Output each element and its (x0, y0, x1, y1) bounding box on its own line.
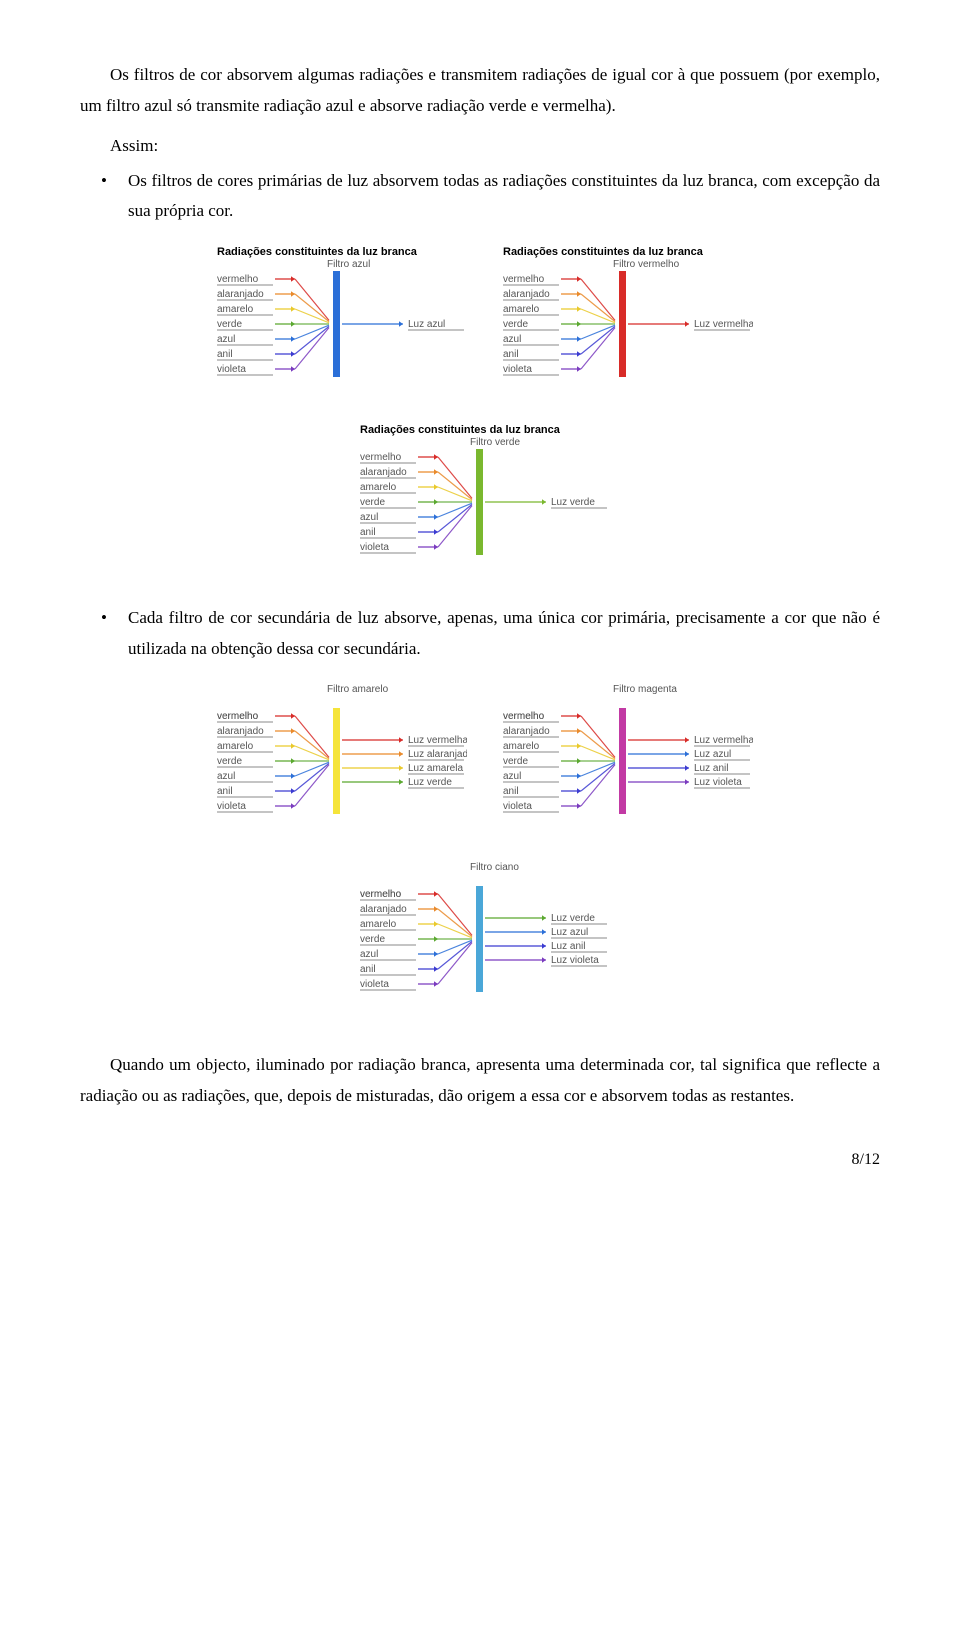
svg-text:Luz violeta: Luz violeta (551, 955, 599, 966)
svg-text:verde: verde (360, 934, 385, 945)
bullet1-text: Os filtros de cores primárias de luz abs… (128, 166, 880, 227)
svg-text:verde: verde (503, 319, 528, 330)
svg-text:vermelho: vermelho (217, 274, 259, 285)
bullet-icon: • (80, 603, 128, 634)
svg-text:Radiações constituintes da luz: Radiações constituintes da luz branca (503, 246, 704, 258)
svg-text:azul: azul (503, 334, 521, 345)
svg-text:vermelho: vermelho (360, 889, 402, 900)
assim-label: Assim: (80, 131, 880, 162)
svg-text:Filtro magenta: Filtro magenta (613, 684, 677, 695)
secondary-filter-diagrams: Filtro amarelo vermelho vermelho alaranjado… (80, 678, 880, 1026)
page-number: 8/12 (80, 1151, 880, 1169)
filter-diagram: Radiações constituintes da luz brancaFil… (350, 419, 610, 589)
svg-text:Luz azul: Luz azul (551, 927, 588, 938)
bullet-icon: • (80, 166, 128, 197)
svg-text:violeta: violeta (217, 801, 246, 812)
svg-text:Luz azul: Luz azul (694, 749, 731, 760)
filter-diagram: Filtro magentavermelhovermelhoalaranjado… (493, 678, 753, 848)
svg-text:Luz vermelha: Luz vermelha (694, 735, 753, 746)
svg-text:Luz anil: Luz anil (694, 763, 728, 774)
svg-text:alaranjado: alaranjado (217, 289, 264, 300)
svg-text:alaranjado: alaranjado (503, 289, 550, 300)
filter-diagram: Filtro cianovermelhovermelhoalaranjadoam… (350, 856, 610, 1026)
svg-text:Luz amarela: Luz amarela (408, 763, 463, 774)
intro-paragraph: Os filtros de cor absorvem algumas radia… (80, 60, 880, 121)
svg-text:Filtro ciano: Filtro ciano (470, 862, 519, 873)
svg-text:violeta: violeta (503, 364, 532, 375)
svg-text:Luz anil: Luz anil (551, 941, 585, 952)
svg-text:Luz verde: Luz verde (408, 777, 452, 788)
closing-paragraph: Quando um objecto, iluminado por radiaçã… (80, 1050, 880, 1111)
svg-text:amarelo: amarelo (360, 482, 397, 493)
svg-text:verde: verde (217, 319, 242, 330)
svg-text:Filtro vermelho: Filtro vermelho (613, 259, 680, 270)
svg-text:azul: azul (503, 771, 521, 782)
svg-text:violeta: violeta (503, 801, 532, 812)
svg-text:anil: anil (217, 349, 233, 360)
svg-text:alaranjado: alaranjado (503, 726, 550, 737)
svg-text:azul: azul (217, 771, 235, 782)
svg-text:verde: verde (217, 756, 242, 767)
svg-text:vermelho: vermelho (360, 452, 402, 463)
svg-text:amarelo: amarelo (217, 304, 254, 315)
svg-text:Filtro verde: Filtro verde (470, 437, 520, 448)
svg-text:Luz vermelha: Luz vermelha (694, 319, 753, 330)
svg-text:Luz verde: Luz verde (551, 497, 595, 508)
svg-text:Filtro azul: Filtro azul (327, 259, 370, 270)
svg-text:vermelho: vermelho (503, 711, 545, 722)
svg-text:amarelo: amarelo (360, 919, 397, 930)
svg-text:alaranjado: alaranjado (217, 726, 264, 737)
svg-text:anil: anil (217, 786, 233, 797)
svg-text:alaranjado: alaranjado (360, 467, 407, 478)
svg-text:azul: azul (360, 949, 378, 960)
svg-text:amarelo: amarelo (503, 304, 540, 315)
svg-text:Luz verde: Luz verde (551, 913, 595, 924)
svg-text:alaranjado: alaranjado (360, 904, 407, 915)
svg-text:amarelo: amarelo (503, 741, 540, 752)
filter-diagram: Radiações constituintes da luz brancaFil… (207, 241, 467, 411)
svg-text:anil: anil (503, 786, 519, 797)
svg-text:Luz azul: Luz azul (408, 319, 445, 330)
svg-text:Luz violeta: Luz violeta (694, 777, 742, 788)
svg-text:anil: anil (360, 964, 376, 975)
svg-text:amarelo: amarelo (217, 741, 254, 752)
svg-text:violeta: violeta (360, 542, 389, 553)
svg-text:azul: azul (360, 512, 378, 523)
svg-text:Radiações constituintes da luz: Radiações constituintes da luz branca (360, 424, 561, 436)
svg-text:vermelho: vermelho (217, 711, 259, 722)
svg-text:Radiações constituintes da luz: Radiações constituintes da luz branca (217, 246, 418, 258)
svg-text:violeta: violeta (360, 979, 389, 990)
svg-text:azul: azul (217, 334, 235, 345)
bullet2-text: Cada filtro de cor secundária de luz abs… (128, 603, 880, 664)
svg-text:verde: verde (360, 497, 385, 508)
svg-text:vermelho: vermelho (503, 274, 545, 285)
filter-diagram: Radiações constituintes da luz brancaFil… (493, 241, 753, 411)
filter-diagram: Filtro amarelovermelhovermelhoalaranjado… (207, 678, 467, 848)
svg-text:Luz vermelha: Luz vermelha (408, 735, 467, 746)
primary-filter-diagrams: Radiações constituintes da luz brancaFil… (80, 241, 880, 589)
svg-text:Luz alaranjada: Luz alaranjada (408, 749, 467, 760)
svg-text:anil: anil (503, 349, 519, 360)
svg-text:verde: verde (503, 756, 528, 767)
svg-text:anil: anil (360, 527, 376, 538)
svg-text:violeta: violeta (217, 364, 246, 375)
svg-text:Filtro amarelo: Filtro amarelo (327, 684, 389, 695)
